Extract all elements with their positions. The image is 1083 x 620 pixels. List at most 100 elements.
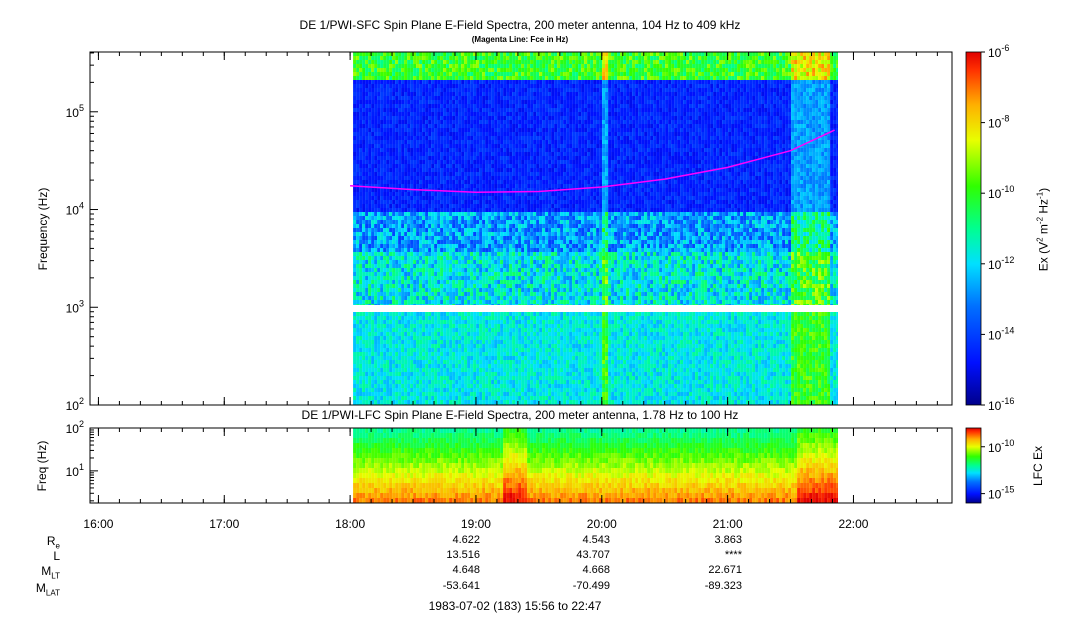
sfc-cell [428, 260, 432, 264]
sfc-cell [515, 268, 519, 272]
sfc-cell [434, 292, 438, 296]
sfc-cell [479, 292, 483, 296]
sfc-cell [362, 256, 366, 260]
sfc-cell [509, 164, 513, 168]
sfc-cell [485, 380, 489, 384]
sfc-cell [386, 284, 390, 288]
sfc-cell [500, 336, 504, 340]
sfc-cell [497, 176, 501, 180]
sfc-cell [413, 164, 417, 168]
sfc-cell [383, 364, 387, 368]
sfc-cell [473, 152, 477, 156]
sfc-cell [353, 176, 357, 180]
sfc-cell [374, 52, 378, 56]
sfc-cell [467, 336, 471, 340]
sfc-cell [413, 392, 417, 396]
sfc-cell [443, 144, 447, 148]
sfc-cell [440, 152, 444, 156]
sfc-cell [503, 232, 507, 236]
sfc-cell [428, 240, 432, 244]
sfc-cell [389, 364, 393, 368]
sfc-cell [368, 100, 372, 104]
sfc-cell [362, 100, 366, 104]
sfc-cell [413, 232, 417, 236]
sfc-cell [431, 300, 435, 304]
sfc-cell [365, 220, 369, 224]
sfc-cell [455, 236, 459, 240]
sfc-cell [482, 272, 486, 276]
sfc-cell [386, 400, 390, 404]
sfc-cell [368, 196, 372, 200]
sfc-cell [503, 260, 507, 264]
sfc-cell [512, 296, 516, 300]
sfc-cell [476, 112, 480, 116]
sfc-cell [467, 208, 471, 212]
sfc-cell [440, 80, 444, 84]
sfc-cell [359, 264, 363, 268]
sfc-cell [398, 312, 402, 316]
sfc-cell [377, 288, 381, 292]
sfc-cell [365, 260, 369, 264]
sfc-cell [470, 288, 474, 292]
sfc-cell [458, 276, 462, 280]
sfc-cell [413, 372, 417, 376]
sfc-cell [392, 96, 396, 100]
sfc-cell [485, 296, 489, 300]
sfc-cell [353, 120, 357, 124]
sfc-cell [455, 104, 459, 108]
sfc-cell [425, 400, 429, 404]
sfc-cell [488, 384, 492, 388]
sfc-cell [455, 280, 459, 284]
sfc-cell [509, 280, 513, 284]
sfc-cell [497, 100, 501, 104]
sfc-cell [437, 76, 441, 80]
sfc-cell [365, 288, 369, 292]
sfc-cell [488, 332, 492, 336]
sfc-cell [353, 324, 354, 328]
sfc-cell [410, 300, 414, 304]
sfc-cell [461, 116, 465, 120]
sfc-cell [509, 312, 513, 316]
sfc-cell [497, 128, 501, 132]
sfc-cell [374, 260, 378, 264]
sfc-cell [518, 68, 522, 72]
sfc-cell [458, 112, 462, 116]
sfc-cell [464, 176, 468, 180]
sfc-cell [434, 100, 438, 104]
sfc-cell [389, 340, 393, 344]
sfc-cell [452, 100, 456, 104]
sfc-cell [371, 160, 375, 164]
sfc-cell [473, 252, 477, 256]
sfc-cell [353, 344, 357, 348]
sfc-cell [473, 88, 477, 92]
sfc-cell [416, 116, 420, 120]
sfc-cell [410, 120, 414, 124]
sfc-cell [503, 256, 507, 260]
sfc-cell [425, 332, 429, 336]
sfc-cell [446, 240, 450, 244]
sfc-cell [398, 228, 402, 232]
sfc-cell [374, 380, 378, 384]
sfc-cell [482, 316, 486, 320]
sfc-cell [413, 224, 417, 228]
sfc-cell [404, 376, 408, 380]
sfc-cell [503, 388, 507, 392]
sfc-cell [416, 268, 420, 272]
sfc-cell [374, 344, 378, 348]
sfc-cell [380, 208, 384, 212]
sfc-cell [485, 172, 489, 176]
sfc-cell [404, 252, 408, 256]
sfc-cell [365, 52, 369, 56]
sfc-cell [452, 340, 456, 344]
sfc-cell [377, 224, 381, 228]
sfc-cell [365, 368, 369, 372]
sfc-cell [458, 400, 462, 404]
sfc-cell [404, 372, 408, 376]
sfc-cell [425, 172, 429, 176]
sfc-cell [422, 352, 426, 356]
sfc-cell [407, 264, 411, 268]
sfc-cell [356, 388, 360, 392]
sfc-cell [383, 376, 387, 380]
sfc-cell [359, 348, 363, 352]
sfc-cell [476, 204, 480, 208]
